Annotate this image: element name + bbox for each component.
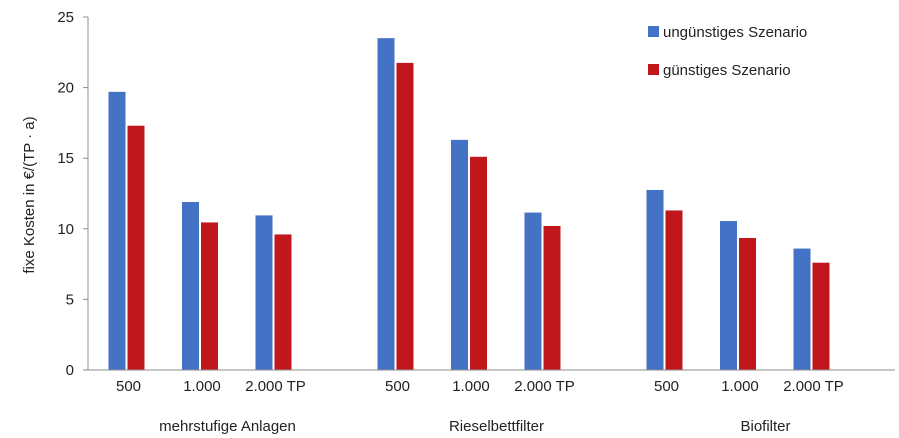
legend-label: ungünstiges Szenario: [663, 24, 807, 41]
bar-guenstig: [470, 156, 487, 370]
bar-guenstig: [812, 262, 830, 370]
bar-guenstig: [543, 225, 561, 370]
x-tick-label: 500: [654, 378, 679, 395]
y-tick-label: 5: [66, 291, 74, 308]
y-tick-label: 10: [57, 221, 74, 238]
bar-unguenstig: [182, 201, 199, 370]
bar-unguenstig: [793, 248, 811, 370]
bar-unguenstig: [720, 221, 737, 370]
bars: [108, 38, 830, 371]
bar-unguenstig: [255, 215, 273, 370]
y-tick-label: 15: [57, 150, 74, 167]
bar-guenstig: [127, 125, 145, 370]
legend-swatch: [648, 26, 659, 37]
x-tick-label: 1.000: [183, 378, 221, 395]
bar-guenstig: [274, 234, 292, 370]
x-tick-label: 500: [385, 378, 410, 395]
y-axis-title: fixe Kosten in €/(TP · a): [21, 116, 38, 273]
x-axis: 500 1.000 2.000 TP mehrstufige Anlagen 500 1.…: [88, 369, 895, 435]
legend: ungünstiges Szenario günstiges Szenario: [648, 24, 807, 79]
bar-unguenstig: [646, 189, 664, 370]
y-tick-label: 25: [57, 9, 74, 26]
group-label: mehrstufige Anlagen: [159, 418, 296, 435]
x-tick-label: 500: [116, 378, 141, 395]
bar-guenstig: [739, 237, 756, 370]
y-tick-label: 0: [66, 362, 74, 379]
legend-swatch: [648, 64, 659, 75]
y-tick-label: 20: [57, 80, 74, 97]
y-axis: 0 5 10 15 20 25: [57, 9, 89, 379]
x-tick-label: 2.000 TP: [245, 378, 306, 395]
legend-label: günstiges Szenario: [663, 62, 791, 79]
bar-guenstig: [201, 222, 218, 370]
group-label: Rieselbettfilter: [449, 418, 544, 435]
bar-unguenstig: [451, 139, 468, 370]
x-tick-label: 2.000 TP: [514, 378, 575, 395]
bar-guenstig: [396, 62, 414, 370]
x-tick-label: 2.000 TP: [783, 378, 844, 395]
x-tick-label: 1.000: [452, 378, 490, 395]
x-tick-label: 1.000: [721, 378, 759, 395]
bar-guenstig: [665, 210, 683, 370]
bar-unguenstig: [524, 212, 542, 370]
bar-unguenstig: [377, 38, 395, 371]
group-label: Biofilter: [740, 418, 790, 435]
bar-unguenstig: [108, 91, 126, 370]
